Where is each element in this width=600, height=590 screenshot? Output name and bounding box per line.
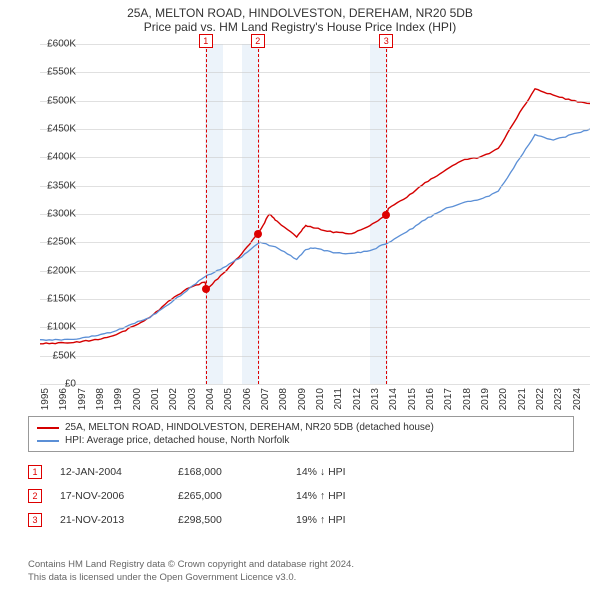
legend-swatch	[37, 427, 59, 429]
x-tick-label: 1998	[95, 388, 106, 418]
legend-label: HPI: Average price, detached house, Nort…	[65, 435, 289, 446]
x-tick-label: 2013	[370, 388, 381, 418]
event-hpi: 14% ↑ HPI	[296, 490, 376, 502]
gridline	[40, 101, 590, 102]
event-row: 1 12-JAN-2004 £168,000 14% ↓ HPI	[28, 460, 574, 484]
event-hpi: 19% ↑ HPI	[296, 514, 376, 526]
y-tick-label: £50K	[36, 350, 76, 361]
x-tick-label: 2024	[572, 388, 583, 418]
series-property	[40, 89, 590, 344]
legend-swatch	[37, 440, 59, 442]
y-tick-label: £550K	[36, 67, 76, 78]
gridline	[40, 129, 590, 130]
event-number-box: 1	[28, 465, 42, 479]
event-hpi: 14% ↓ HPI	[296, 466, 376, 478]
x-tick-label: 1997	[77, 388, 88, 418]
y-tick-label: £350K	[36, 180, 76, 191]
x-tick-label: 1999	[113, 388, 124, 418]
x-tick-label: 2022	[535, 388, 546, 418]
x-tick-label: 2006	[242, 388, 253, 418]
y-tick-label: £250K	[36, 237, 76, 248]
footer-line-1: Contains HM Land Registry data © Crown c…	[28, 559, 574, 571]
x-tick-label: 2001	[150, 388, 161, 418]
x-tick-label: 2019	[480, 388, 491, 418]
gridline	[40, 72, 590, 73]
x-tick-label: 2016	[425, 388, 436, 418]
x-tick-label: 2002	[168, 388, 179, 418]
event-price: £298,500	[178, 514, 278, 526]
gridline	[40, 356, 590, 357]
event-row: 2 17-NOV-2006 £265,000 14% ↑ HPI	[28, 484, 574, 508]
x-tick-label: 1996	[58, 388, 69, 418]
y-tick-label: £300K	[36, 209, 76, 220]
x-tick-label: 2008	[278, 388, 289, 418]
y-tick-label: £500K	[36, 95, 76, 106]
footer-line-2: This data is licensed under the Open Gov…	[28, 572, 574, 584]
gridline	[40, 327, 590, 328]
event-price: £265,000	[178, 490, 278, 502]
legend-box: 25A, MELTON ROAD, HINDOLVESTON, DEREHAM,…	[28, 416, 574, 452]
x-tick-label: 2007	[260, 388, 271, 418]
y-tick-label: £150K	[36, 294, 76, 305]
gridline	[40, 271, 590, 272]
legend-label: 25A, MELTON ROAD, HINDOLVESTON, DEREHAM,…	[65, 422, 434, 433]
x-tick-label: 2011	[333, 388, 344, 418]
gridline	[40, 242, 590, 243]
event-date: 21-NOV-2013	[60, 514, 160, 526]
event-number-box: 3	[28, 513, 42, 527]
x-tick-label: 2012	[352, 388, 363, 418]
x-tick-label: 2010	[315, 388, 326, 418]
event-date: 17-NOV-2006	[60, 490, 160, 502]
x-tick-label: 2014	[388, 388, 399, 418]
y-tick-label: £400K	[36, 152, 76, 163]
x-tick-label: 2015	[407, 388, 418, 418]
footer-attribution: Contains HM Land Registry data © Crown c…	[28, 559, 574, 584]
x-tick-label: 2023	[553, 388, 564, 418]
gridline	[40, 186, 590, 187]
events-table: 1 12-JAN-2004 £168,000 14% ↓ HPI 2 17-NOV-200…	[28, 460, 574, 532]
chart-title: 25A, MELTON ROAD, HINDOLVESTON, DEREHAM,…	[0, 0, 600, 20]
event-price: £168,000	[178, 466, 278, 478]
marker-dot	[202, 285, 210, 293]
event-number-box: 2	[28, 489, 42, 503]
marker-number-box: 1	[199, 34, 213, 48]
marker-line	[206, 44, 207, 384]
gridline	[40, 157, 590, 158]
marker-dot	[382, 211, 390, 219]
chart-container: £0£50K£100K£150K£200K£250K£300K£350K£400…	[40, 44, 590, 384]
x-tick-label: 2017	[443, 388, 454, 418]
y-tick-label: £100K	[36, 322, 76, 333]
chart-plot-area: £0£50K£100K£150K£200K£250K£300K£350K£400…	[40, 44, 590, 384]
gridline	[40, 44, 590, 45]
y-tick-label: £450K	[36, 124, 76, 135]
x-tick-label: 2009	[297, 388, 308, 418]
x-tick-label: 2000	[132, 388, 143, 418]
x-tick-label: 2005	[223, 388, 234, 418]
event-row: 3 21-NOV-2013 £298,500 19% ↑ HPI	[28, 508, 574, 532]
gridline	[40, 384, 590, 385]
gridline	[40, 214, 590, 215]
x-tick-label: 1995	[40, 388, 51, 418]
y-tick-label: £600K	[36, 39, 76, 50]
chart-subtitle: Price paid vs. HM Land Registry's House …	[0, 20, 600, 38]
marker-line	[258, 44, 259, 384]
gridline	[40, 299, 590, 300]
x-tick-label: 2020	[498, 388, 509, 418]
legend-item: 25A, MELTON ROAD, HINDOLVESTON, DEREHAM,…	[37, 421, 565, 434]
series-hpi	[40, 129, 590, 340]
x-tick-label: 2004	[205, 388, 216, 418]
event-date: 12-JAN-2004	[60, 466, 160, 478]
legend-item: HPI: Average price, detached house, Nort…	[37, 434, 565, 447]
marker-number-box: 2	[251, 34, 265, 48]
x-tick-label: 2021	[517, 388, 528, 418]
x-tick-label: 2003	[187, 388, 198, 418]
y-tick-label: £200K	[36, 265, 76, 276]
marker-dot	[254, 230, 262, 238]
marker-number-box: 3	[379, 34, 393, 48]
x-tick-label: 2018	[462, 388, 473, 418]
